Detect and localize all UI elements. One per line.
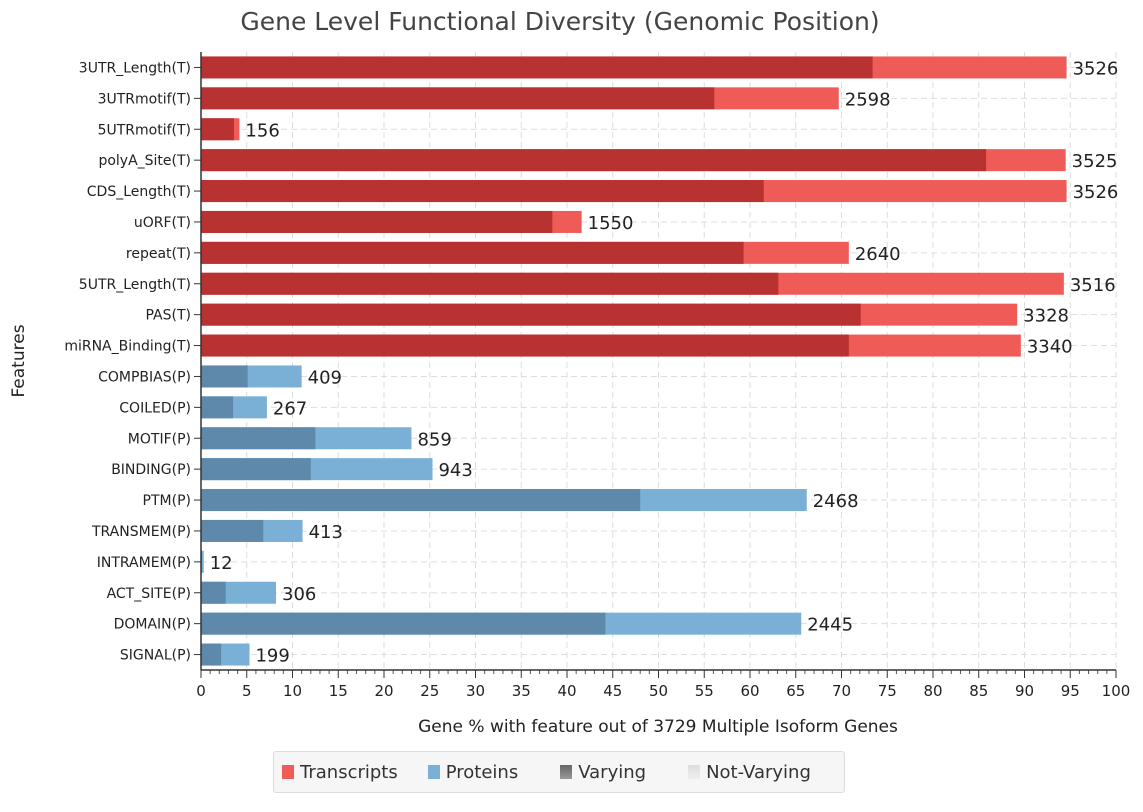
- x-tick-label: 0: [196, 682, 206, 700]
- data-label: 409: [308, 367, 342, 388]
- y-tick-label: 3UTRmotif(T): [98, 91, 191, 107]
- x-tick-label: 20: [374, 682, 393, 700]
- data-label: 3328: [1023, 306, 1069, 327]
- bar-varying: [201, 489, 641, 512]
- y-tick-label: ACT_SITE(P): [107, 586, 191, 602]
- bar-varying: [201, 427, 316, 450]
- data-label: 859: [417, 429, 451, 450]
- x-tick-label: 35: [512, 682, 531, 700]
- bar-varying: [201, 458, 311, 481]
- bar-varying: [201, 149, 987, 172]
- x-tick-label: 15: [329, 682, 348, 700]
- y-tick-label: miRNA_Binding(T): [64, 339, 191, 355]
- x-tick-label: 60: [740, 682, 759, 700]
- data-label: 156: [245, 120, 279, 141]
- y-tick-label: 5UTRmotif(T): [98, 122, 191, 138]
- y-tick-label: TRANSMEM(P): [91, 524, 191, 540]
- bar-varying: [201, 241, 744, 264]
- data-label: 2445: [807, 615, 853, 636]
- x-tick-label: 90: [1015, 682, 1034, 700]
- data-label: 413: [309, 522, 343, 543]
- legend-item-not-varying[interactable]: Not-Varying: [688, 762, 811, 783]
- legend-label: Varying: [578, 761, 647, 783]
- data-label: 2468: [813, 491, 859, 512]
- bar-varying: [201, 56, 873, 79]
- data-label: 943: [438, 460, 472, 481]
- x-tick-label: 50: [649, 682, 668, 700]
- legend-item-varying[interactable]: Varying: [560, 762, 646, 783]
- bar-varying: [201, 87, 715, 110]
- bar-varying: [201, 612, 606, 635]
- x-tick-label: 10: [283, 682, 302, 700]
- data-label: 3526: [1073, 182, 1119, 203]
- y-tick-label: uORF(T): [134, 215, 191, 231]
- y-tick-label: PAS(T): [146, 308, 192, 324]
- y-tick-label: COMPBIAS(P): [98, 369, 191, 385]
- data-label: 12: [210, 553, 233, 574]
- y-axis-label: Features: [9, 324, 29, 397]
- data-label: 306: [282, 584, 316, 605]
- bar-varying: [201, 210, 553, 233]
- x-tick-label: 85: [969, 682, 988, 700]
- y-tick-label: SIGNAL(P): [120, 648, 191, 664]
- bar-varying: [201, 581, 226, 604]
- x-tick-label: 30: [466, 682, 485, 700]
- data-label: 3340: [1027, 337, 1073, 358]
- y-tick-label: INTRAMEM(P): [97, 555, 191, 571]
- bar-not-varying: [201, 550, 204, 573]
- legend: Transcripts Proteins Varying Not-Varying: [273, 751, 845, 793]
- legend-item-transcripts[interactable]: Transcripts: [282, 762, 398, 783]
- x-tick-label: 80: [923, 682, 942, 700]
- x-tick-label: 65: [786, 682, 805, 700]
- x-tick-label: 95: [1061, 682, 1080, 700]
- x-axis-label: Gene % with feature out of 3729 Multiple…: [418, 717, 898, 737]
- legend-label: Not-Varying: [706, 761, 811, 783]
- x-tick-label: 40: [557, 682, 576, 700]
- bar-varying: [201, 643, 222, 666]
- legend-label: Transcripts: [300, 761, 398, 783]
- y-tick-label: repeat(T): [126, 246, 191, 262]
- chart-title: Gene Level Functional Diversity (Genomic…: [240, 7, 879, 36]
- data-label: 3516: [1070, 275, 1116, 296]
- legend-item-proteins[interactable]: Proteins: [427, 761, 519, 783]
- data-label: 267: [273, 398, 307, 419]
- data-label: 2598: [845, 89, 891, 110]
- data-label: 1550: [588, 213, 634, 234]
- y-tick-label: 5UTR_Length(T): [79, 277, 191, 293]
- x-tick-label: 25: [420, 682, 439, 700]
- y-tick-label: polyA_Site(T): [98, 153, 191, 169]
- y-tick-label: 3UTR_Length(T): [79, 60, 191, 76]
- y-tick-label: DOMAIN(P): [114, 617, 191, 633]
- legend-label: Proteins: [445, 761, 519, 783]
- x-tick-label: 5: [242, 682, 252, 700]
- bar-varying: [201, 303, 861, 326]
- y-tick-label: PTM(P): [143, 493, 191, 509]
- bar-varying: [201, 396, 234, 419]
- y-tick-label: CDS_Length(T): [87, 184, 191, 200]
- bar-varying: [201, 118, 234, 141]
- data-label: 199: [255, 646, 289, 667]
- data-label: 3525: [1072, 151, 1118, 172]
- y-tick-label: COILED(P): [119, 400, 191, 416]
- data-label: 3526: [1073, 58, 1119, 79]
- y-tick-label: BINDING(P): [111, 462, 191, 478]
- bar-varying: [201, 180, 764, 203]
- bar-varying: [201, 272, 779, 295]
- x-tick-label: 75: [878, 682, 897, 700]
- x-tick-label: 70: [832, 682, 851, 700]
- data-label: 2640: [855, 244, 901, 265]
- x-tick-label: 45: [603, 682, 622, 700]
- y-tick-label: MOTIF(P): [128, 431, 191, 447]
- x-tick-label: 100: [1102, 682, 1131, 700]
- bar-varying: [201, 365, 248, 388]
- x-tick-label: 55: [695, 682, 714, 700]
- bar-varying: [201, 334, 849, 357]
- bar-varying: [201, 519, 264, 542]
